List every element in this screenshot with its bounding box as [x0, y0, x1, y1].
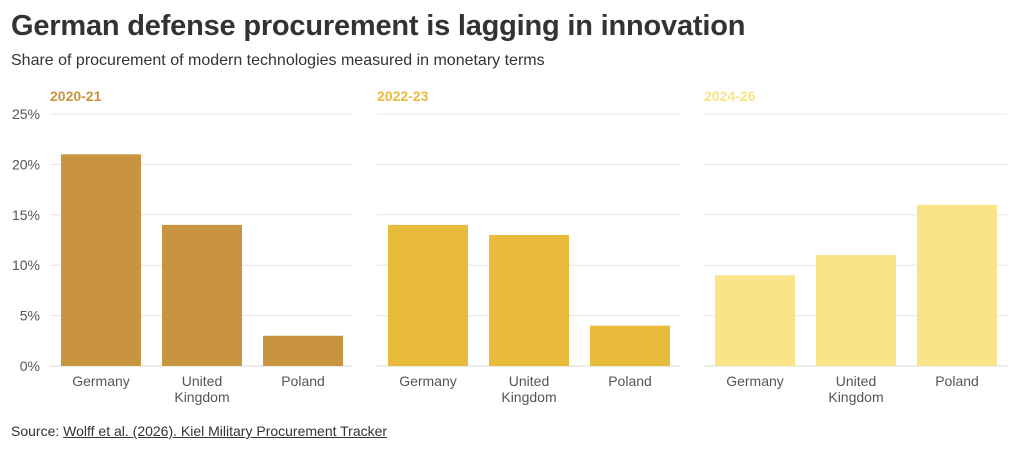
bar-2022-23-united-kingdom	[489, 234, 569, 366]
y-tick-label: 10%	[12, 257, 40, 273]
x-tick-label: Germany	[72, 373, 130, 389]
x-tick-label: Poland	[935, 373, 979, 389]
chart-title: German defense procurement is lagging in…	[11, 10, 746, 42]
x-tick-label: Poland	[281, 373, 325, 389]
bar-2020-21-united-kingdom	[162, 224, 242, 366]
chart-subtitle: Share of procurement of modern technolog…	[11, 52, 545, 69]
panel-title-2024-26: 2024-26	[704, 88, 756, 104]
bar-2022-23-poland	[590, 325, 670, 366]
panel-title-2022-23: 2022-23	[377, 88, 429, 104]
y-tick-label: 25%	[12, 106, 40, 122]
bar-2022-23-germany	[388, 224, 468, 366]
y-tick-label: 5%	[20, 308, 40, 324]
y-tick-label: 20%	[12, 156, 40, 172]
source-note: Source: Wolff et al. (2026). Kiel Milita…	[11, 423, 387, 439]
y-tick-label: 15%	[12, 207, 40, 223]
x-tick-label: Poland	[608, 373, 652, 389]
bar-2024-26-united-kingdom	[816, 255, 896, 366]
x-tick-label: Germany	[399, 373, 457, 389]
y-tick-label: 0%	[20, 358, 40, 374]
bar-2024-26-germany	[715, 275, 795, 366]
bar-2020-21-poland	[263, 335, 343, 366]
x-tick-label: United Kingdom	[174, 373, 229, 405]
bar-2020-21-germany	[61, 154, 141, 366]
source-prefix: Source:	[11, 423, 60, 439]
panel-title-2020-21: 2020-21	[50, 88, 102, 104]
source-link[interactable]: Wolff et al. (2026). Kiel Military Procu…	[63, 423, 388, 439]
x-tick-label: United Kingdom	[501, 373, 556, 405]
x-tick-label: Germany	[726, 373, 784, 389]
bar-2024-26-poland	[917, 204, 997, 366]
x-tick-label: United Kingdom	[828, 373, 883, 405]
